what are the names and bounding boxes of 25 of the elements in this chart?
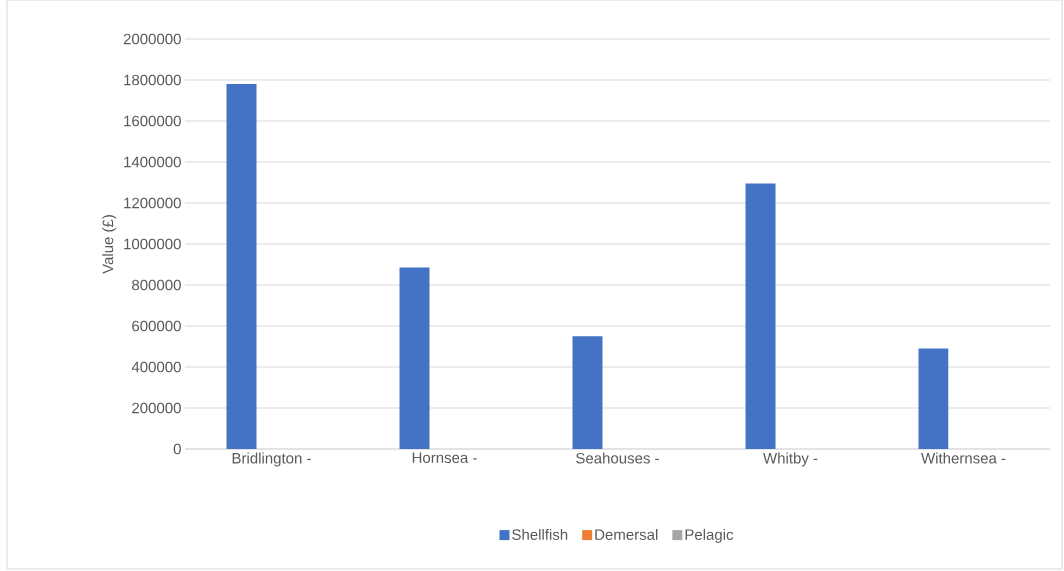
y-axis-title: Value (£) bbox=[102, 215, 117, 274]
legend-label: Demersal bbox=[595, 528, 658, 540]
y-tick-label: 0 bbox=[173, 443, 181, 455]
y-tick-label: 1600000 bbox=[124, 115, 181, 127]
x-tick-label: Hornsea - bbox=[412, 452, 477, 463]
x-tick-label: Withernsea - bbox=[921, 452, 1006, 464]
y-tick-label: 2000000 bbox=[123, 33, 181, 45]
x-tick-label: Whitby - bbox=[763, 452, 818, 467]
y-tick-label: 400000 bbox=[131, 361, 181, 373]
y-tick-label: 200000 bbox=[132, 402, 181, 414]
x-tick-label: Seahouses - bbox=[576, 452, 659, 464]
y-tick-label: 1400000 bbox=[124, 156, 181, 168]
x-tick-label: Bridlington - bbox=[232, 452, 311, 467]
y-tick-label: 1200000 bbox=[124, 197, 181, 209]
y-tick-label: 600000 bbox=[132, 320, 181, 332]
bar bbox=[399, 267, 430, 449]
y-tick-label: 1800000 bbox=[124, 74, 181, 86]
bar bbox=[745, 183, 776, 449]
bar bbox=[226, 84, 257, 449]
y-tick-label: 800000 bbox=[132, 279, 181, 291]
legend-label: Shellfish bbox=[512, 528, 568, 540]
legend-label: Pelagic bbox=[685, 528, 734, 543]
bar bbox=[572, 336, 603, 449]
bar bbox=[918, 348, 949, 449]
y-tick-label: 1000000 bbox=[124, 238, 181, 250]
